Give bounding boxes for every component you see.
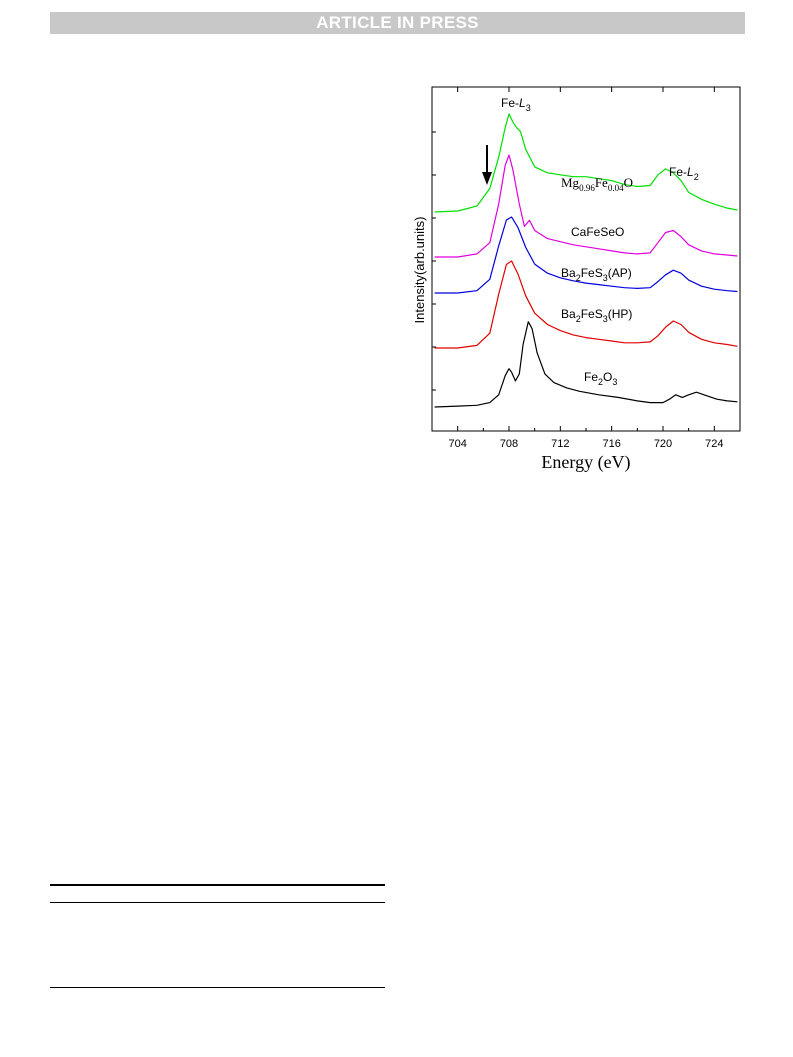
series-label-ba2fes3-ap: Ba2FeS3(AP)	[561, 266, 632, 283]
series-line-0	[434, 113, 738, 213]
series-label-ba2fes3-hp: Ba2FeS3(HP)	[561, 307, 632, 324]
series-label-fe2o3: Fe2O3	[584, 370, 617, 387]
x-tick-label: 716	[602, 438, 620, 450]
fe-l2-annotation: Fe-L2	[669, 165, 699, 182]
series-label-mgfeo: Mg0.96Fe0.04O	[561, 175, 633, 193]
x-tick-label: 724	[705, 438, 723, 450]
series-line-1	[434, 154, 738, 258]
article-in-press-banner: ARTICLE IN PRESS	[50, 12, 745, 34]
series-line-2	[434, 216, 738, 294]
arrow-down-icon	[482, 145, 492, 185]
x-tick-label: 720	[654, 438, 672, 450]
curves-layer	[434, 113, 738, 408]
series-line-3	[434, 260, 738, 349]
y-ticks-layer	[432, 131, 436, 391]
x-tick-label: 712	[551, 438, 569, 450]
x-tick-label: 704	[448, 438, 466, 450]
fe-l3-annotation: Fe-L3	[501, 96, 531, 113]
series-label-cafeseo: CaFeSeO	[571, 225, 624, 239]
x-tick-label: 708	[500, 438, 518, 450]
x-axis-title: Energy (eV)	[541, 452, 630, 473]
table-bottom-rule	[50, 987, 385, 988]
x-ticks-layer: 704 708 712 716 720 724	[431, 87, 741, 450]
table-header-rule	[50, 902, 385, 903]
y-axis-title: Intensity(arb.units)	[412, 217, 427, 324]
table-top-rule	[50, 884, 385, 886]
banner-text: ARTICLE IN PRESS	[316, 13, 479, 32]
series-line-4	[434, 321, 738, 408]
